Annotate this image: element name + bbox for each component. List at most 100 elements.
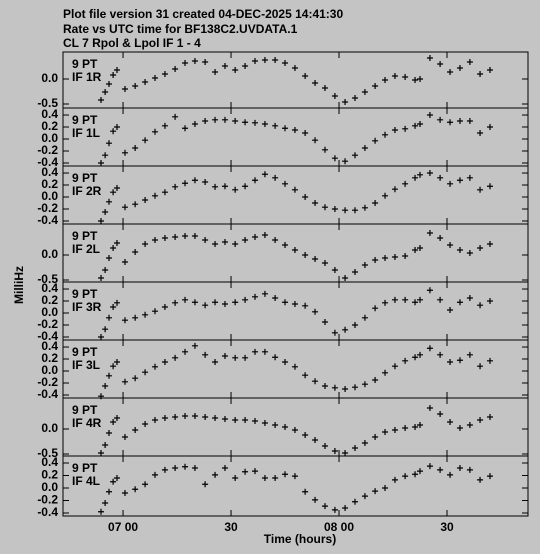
data-point (312, 437, 319, 443)
data-point (252, 348, 259, 355)
data-point (113, 359, 120, 366)
data-point (132, 201, 139, 208)
data-point (382, 485, 389, 491)
title-line: Plot file version 31 created 04-DEC-2025… (63, 7, 343, 21)
data-point (391, 127, 398, 134)
data-point (486, 67, 493, 73)
data-point (110, 245, 117, 251)
data-point (391, 254, 398, 260)
data-point (291, 247, 298, 253)
y-tick-label: -0.5 (37, 96, 58, 110)
data-point (426, 55, 433, 61)
data-point (106, 372, 113, 379)
data-point (212, 241, 219, 247)
data-point (486, 298, 493, 305)
y-tick-label: -0.4 (37, 505, 58, 519)
data-point (447, 419, 454, 425)
data-point (466, 118, 473, 125)
data-point (342, 326, 349, 333)
data-point (242, 468, 249, 475)
data-point (447, 307, 454, 314)
data-point (382, 77, 389, 83)
data-point (456, 299, 463, 306)
y-tick-label: -0.2 (37, 375, 58, 389)
data-point (291, 65, 298, 71)
data-point (486, 414, 493, 420)
data-point (282, 299, 289, 306)
data-point (372, 434, 379, 440)
data-point (342, 450, 349, 456)
data-point (321, 204, 328, 211)
data-point (172, 66, 179, 72)
data-point (172, 354, 179, 361)
data-point (437, 235, 444, 241)
data-point (132, 486, 139, 493)
data-point (447, 180, 454, 187)
data-point (312, 378, 319, 385)
data-point (182, 463, 189, 470)
data-point (282, 125, 289, 132)
data-point (402, 357, 409, 364)
data-point (361, 493, 368, 500)
data-point (106, 255, 113, 261)
data-point (102, 442, 109, 448)
data-point (391, 476, 398, 483)
data-point (477, 363, 484, 370)
data-point (361, 89, 368, 95)
y-tick-label: -0.2 (37, 201, 58, 215)
data-point (252, 293, 259, 300)
data-point (426, 170, 433, 177)
data-point (261, 290, 268, 297)
data-point (417, 296, 424, 303)
data-point (477, 245, 484, 251)
data-point (132, 249, 139, 255)
data-point (261, 420, 268, 426)
data-point (402, 125, 409, 132)
data-point (161, 122, 168, 129)
data-point (110, 128, 117, 135)
data-point (242, 237, 249, 243)
data-point (437, 296, 444, 303)
data-point (486, 357, 493, 364)
data-point (212, 359, 219, 366)
data-point (272, 174, 279, 181)
data-point (382, 192, 389, 199)
data-point (142, 311, 149, 318)
data-point (232, 417, 239, 423)
data-point (221, 116, 228, 123)
data-point (202, 351, 209, 358)
data-point (113, 185, 120, 192)
data-point (456, 118, 463, 125)
data-point (302, 302, 309, 309)
y-tick-label: 0.0 (41, 189, 58, 203)
data-point (352, 384, 359, 391)
data-point (152, 128, 159, 135)
data-point (252, 234, 259, 240)
data-point (252, 119, 259, 126)
data-point (202, 481, 209, 488)
data-point (321, 319, 328, 326)
data-point (402, 180, 409, 187)
data-point (232, 475, 239, 481)
data-point (412, 77, 419, 83)
data-point (361, 381, 368, 388)
data-point (331, 267, 338, 273)
data-point (447, 242, 454, 248)
y-tick-label: -0.4 (37, 329, 58, 343)
data-point (212, 299, 219, 306)
y-tick-label: 0.4 (41, 339, 58, 353)
y-tick-label: 0.4 (41, 107, 58, 121)
data-point (331, 329, 338, 336)
data-point (302, 130, 309, 137)
data-point (121, 86, 128, 92)
data-point (261, 475, 268, 481)
panel-frame (62, 281, 529, 341)
data-point (417, 351, 424, 358)
data-point (172, 299, 179, 306)
data-point (391, 363, 398, 370)
data-point (466, 351, 473, 358)
data-point (437, 61, 444, 67)
y-tick-label: -0.4 (37, 155, 58, 169)
data-point (113, 415, 120, 421)
